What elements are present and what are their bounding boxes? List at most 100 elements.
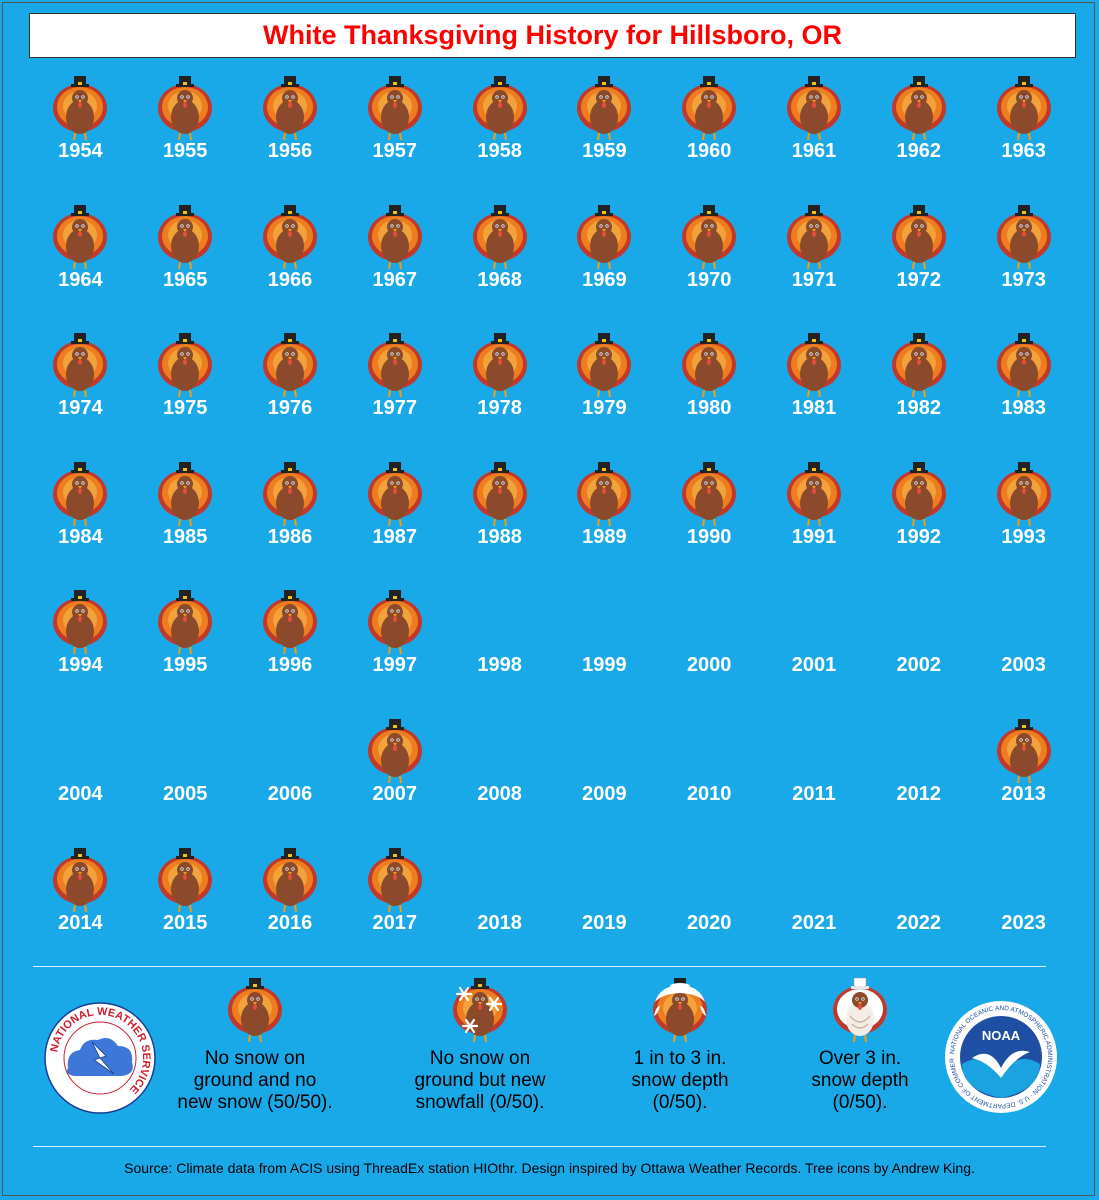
year-label: 1963 [1001,140,1046,162]
turkey-icon [679,74,739,142]
year-cell: 1961 [762,70,867,199]
year-cell: 1997 [342,584,447,713]
turkey-icon [155,331,215,399]
legend-new-snowfall: No snow on ground but new snowfall (0/50… [385,976,575,1114]
year-cell: 1974 [28,327,133,456]
year-label: 1985 [162,525,208,548]
year-label: 1977 [372,397,418,420]
year-label: 1975 [162,397,208,420]
year-cell: 1956 [238,70,343,199]
year-cell: 1995 [133,584,238,713]
year-label: 2001 [791,654,837,677]
year-cell: 1990 [657,456,762,585]
year-label: 1982 [896,397,942,420]
year-label: 2022 [896,911,942,934]
year-label: 1969 [582,268,627,291]
year-cell: 1971 [762,199,867,328]
legend-1-to-3: 1 in to 3 in. snow depth (0/50). [590,976,770,1114]
year-cell: 2012 [866,713,971,842]
year-label: 2020 [686,911,732,934]
year-label: 1955 [162,140,208,162]
year-cell: 2016 [238,842,343,971]
turkey-icon [784,460,844,528]
turkey-icon [50,588,110,656]
year-label: 2010 [686,782,732,805]
year-label: 1957 [372,140,418,162]
turkey-icon [365,331,425,399]
year-cell: 2021 [762,842,867,971]
turkey-icon [260,331,320,399]
turkey-icon [155,460,215,528]
year-cell: 1966 [238,199,343,328]
year-label: 2008 [477,782,522,805]
turkey-icon [50,331,110,399]
year-cell: 1988 [447,456,552,585]
year-cell: 2007 [342,713,447,842]
year-cell: 2022 [866,842,971,971]
year-cell: 1970 [657,199,762,328]
year-cell: 1984 [28,456,133,585]
year-cell: 1973 [971,199,1076,328]
year-label: 1999 [582,654,627,677]
year-label: 2012 [896,782,942,805]
turkey-icon [225,976,285,1044]
turkey-icon [679,460,739,528]
year-label: 1971 [791,268,837,291]
year-label: 1986 [267,525,313,548]
year-cell: 1968 [447,199,552,328]
year-cell: 1972 [866,199,971,328]
turkey-icon [994,74,1054,142]
turkey-icon [155,203,215,271]
source-note: Source: Climate data from ACIS using Thr… [124,1160,975,1176]
year-cell: 1996 [238,584,343,713]
turkey-icon [574,203,634,271]
year-cell: 1969 [552,199,657,328]
turkey-icon [50,203,110,271]
turkey-icon [50,74,110,142]
turkey-icon [889,74,949,142]
turkey-icon [365,74,425,142]
turkey-icon [470,74,530,142]
turkey-icon [470,460,530,528]
turkey-icon [365,460,425,528]
year-label: 2005 [162,782,208,805]
divider-top [33,966,1046,967]
year-label: 1989 [582,525,627,548]
year-label: 2015 [162,911,208,934]
year-grid: 1954 1955 1956 1957 1958 1959 1960 1961 1962 1963… [28,70,1076,950]
year-label: 1984 [58,525,103,548]
turkey-icon [50,846,110,914]
year-cell: 2006 [238,713,343,842]
year-label: 1993 [1001,525,1046,548]
nws-logo: NATIONAL WEATHER SERVICE [44,1002,156,1114]
year-label: 1992 [896,525,942,548]
year-cell: 2010 [657,713,762,842]
legend-1-to-3-label: 1 in to 3 in. snow depth (0/50). [631,1048,729,1113]
year-label: 1966 [267,268,313,291]
year-label: 1965 [162,268,208,291]
year-label: 1979 [582,397,627,420]
year-cell: 1985 [133,456,238,585]
year-cell: 1983 [971,327,1076,456]
turkey-icon [260,846,320,914]
year-cell: 1978 [447,327,552,456]
year-label: 1995 [162,654,208,677]
turkey-icon [155,588,215,656]
year-label: 1960 [686,140,732,162]
year-label: 2003 [1001,654,1046,677]
year-label: 1990 [686,525,732,548]
legend-new-snowfall-label: No snow on ground but new snowfall (0/50… [414,1048,546,1113]
year-cell: 1954 [28,70,133,199]
year-label: 1973 [1001,268,1046,291]
year-label: 1961 [791,140,837,162]
year-cell: 2011 [762,713,867,842]
turkey-icon [574,460,634,528]
year-label: 1988 [477,525,522,548]
turkey-icon [365,717,425,785]
year-label: 2009 [582,782,627,805]
year-label: 1959 [582,140,627,162]
year-cell: 1962 [866,70,971,199]
year-label: 2023 [1001,911,1046,934]
year-label: 1968 [477,268,522,291]
year-label: 1958 [477,140,522,162]
